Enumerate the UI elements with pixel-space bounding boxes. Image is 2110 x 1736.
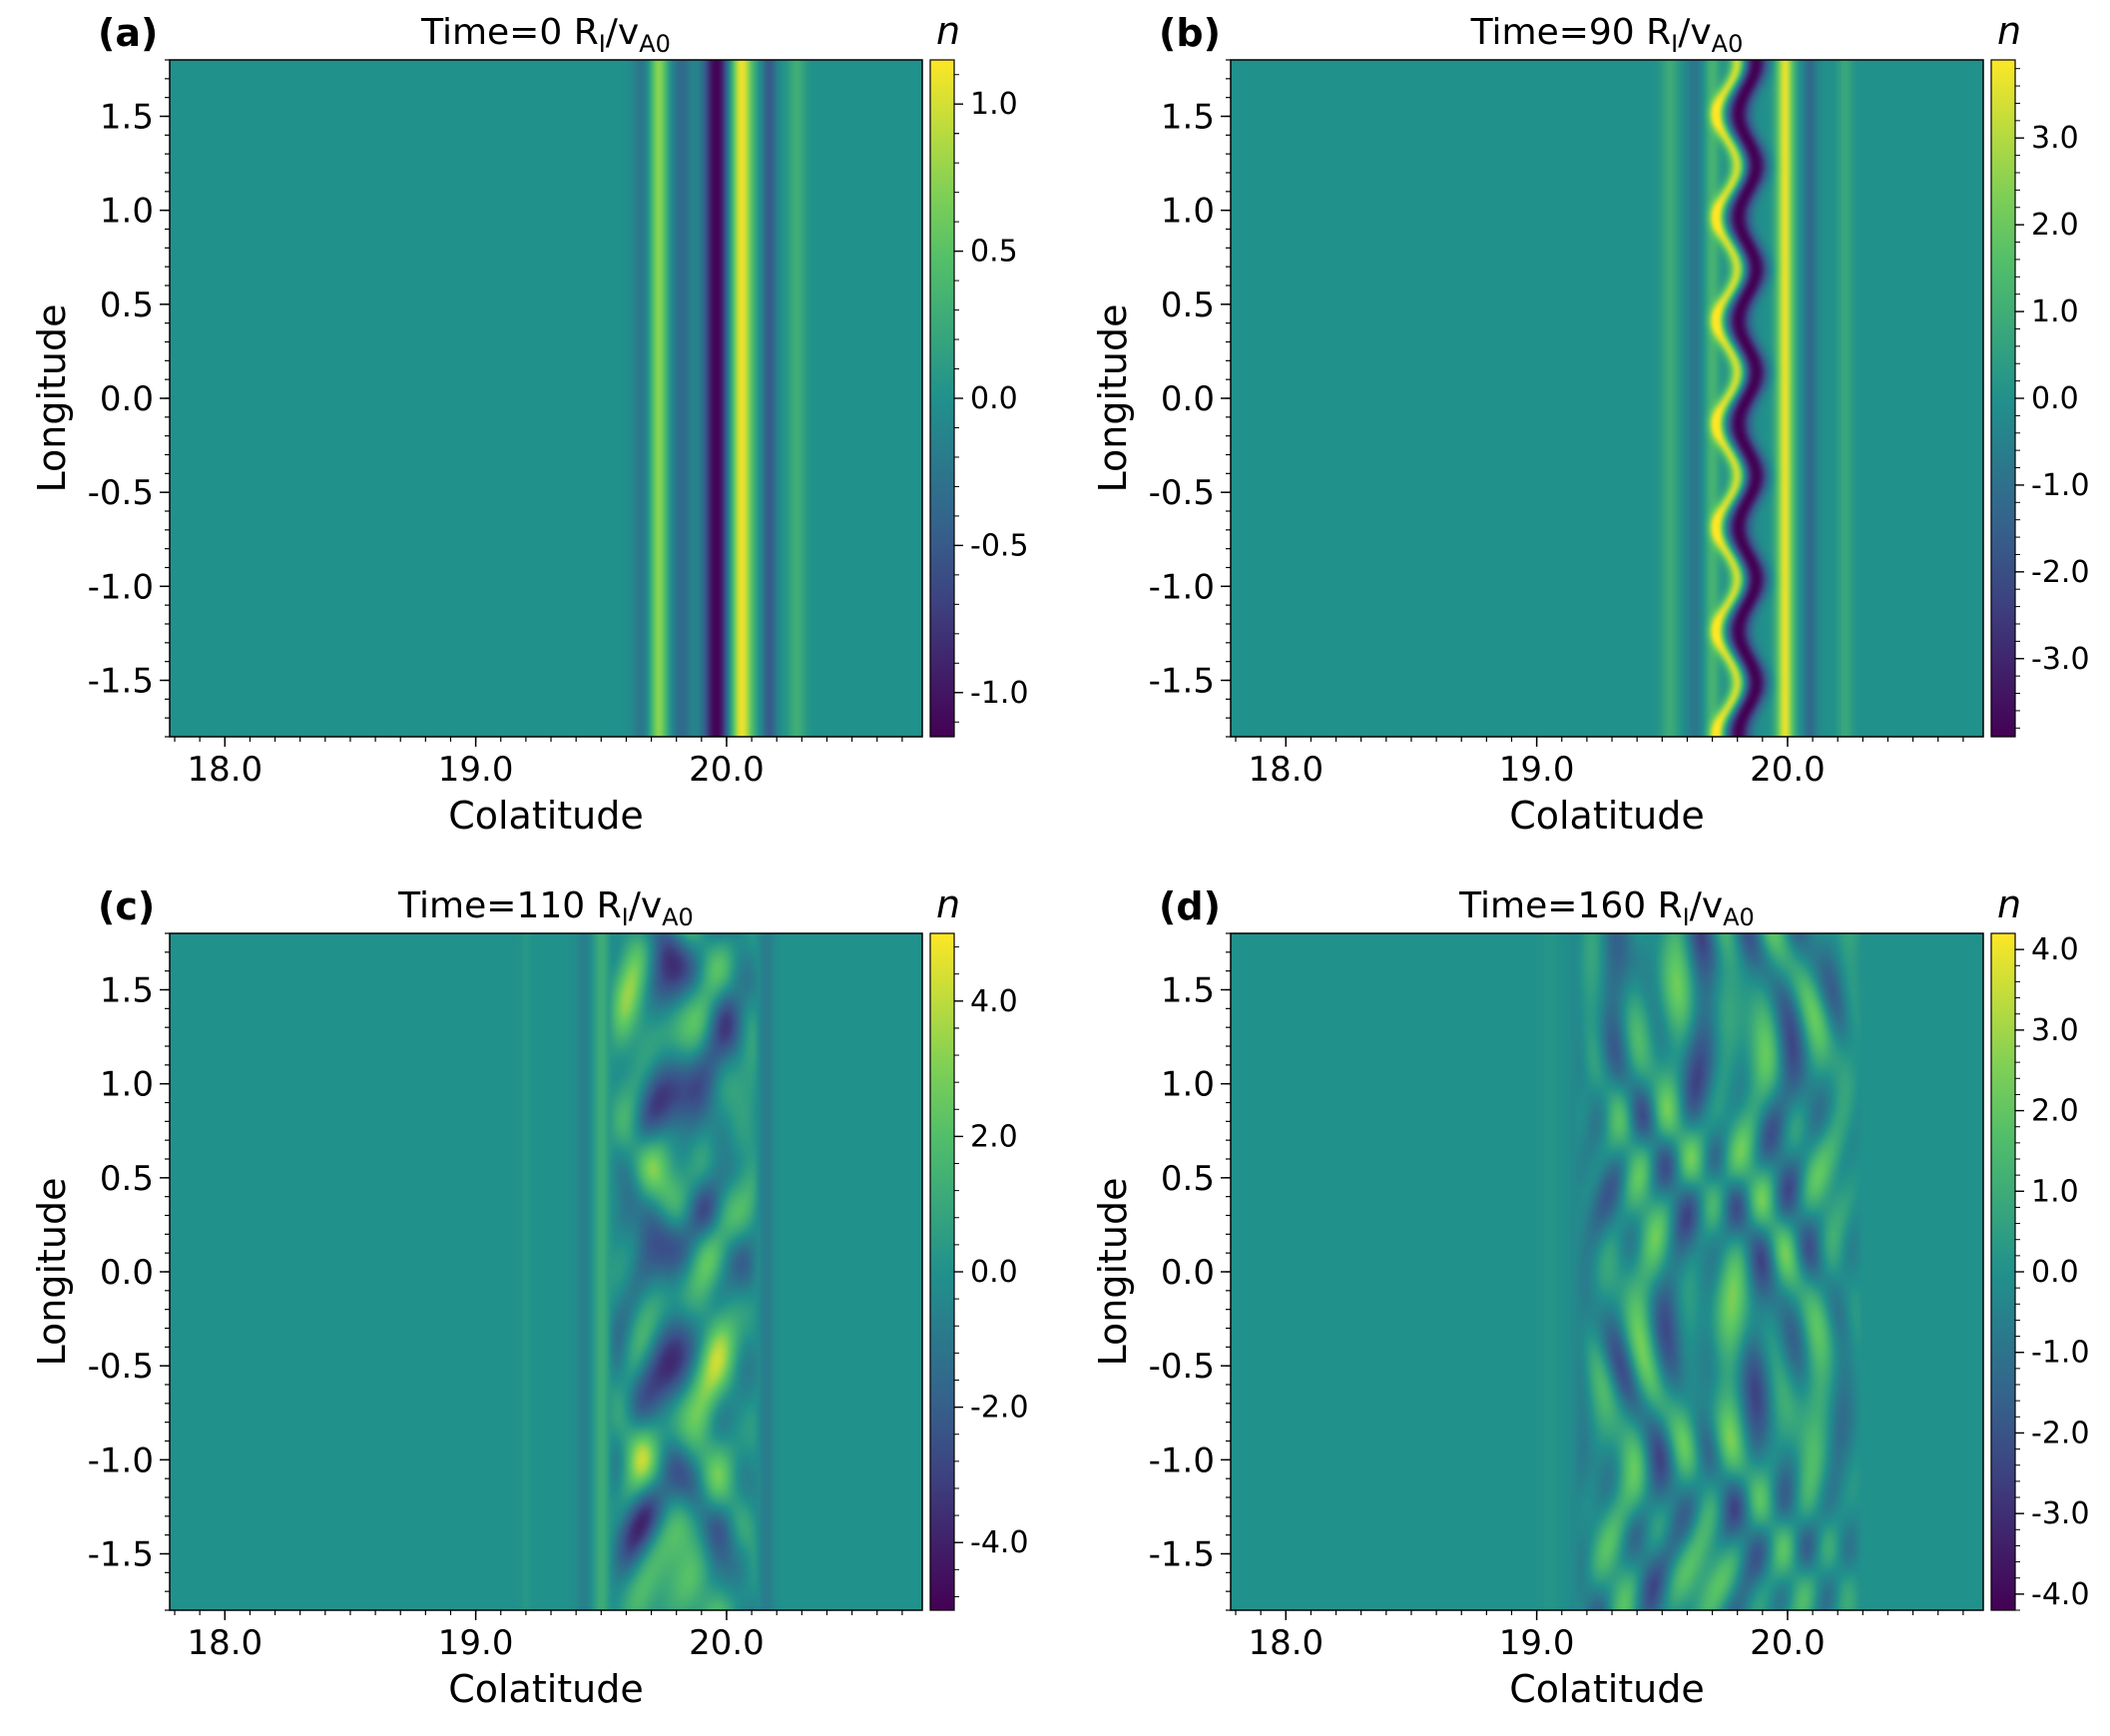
x-axis-label: Colatitude [1509, 1667, 1705, 1711]
x-tick-label: 20.0 [1750, 750, 1826, 790]
heatmap-image [1231, 60, 1983, 737]
colorbar-tick-label: 0.0 [970, 381, 1018, 416]
colorbar-tick-label: 0.0 [2031, 381, 2079, 416]
x-axis-label: Colatitude [1509, 794, 1705, 838]
colorbar-tick-label: -4.0 [2031, 1577, 2090, 1612]
colorbar-label: n [936, 9, 960, 53]
y-axis-label: Longitude [30, 304, 74, 493]
y-tick-label: 0.5 [100, 1159, 154, 1199]
colorbar-tick-label: -3.0 [2031, 1496, 2090, 1531]
panel-label: (b) [1159, 11, 1221, 55]
colorbar [1990, 59, 2016, 738]
colorbar-tick-label: 0.0 [2031, 1255, 2079, 1290]
colorbar-tick-label: 1.0 [2031, 1174, 2079, 1209]
y-tick-label: -1.5 [1149, 1535, 1215, 1575]
y-axis-label: Longitude [1091, 304, 1135, 493]
x-tick-label: 20.0 [1750, 1623, 1826, 1663]
colorbar-label: n [1997, 9, 2021, 53]
colorbar-tick-label: 2.0 [970, 1119, 1018, 1154]
y-tick-label: 0.0 [1161, 1253, 1215, 1293]
y-tick-label: 1.5 [1161, 971, 1215, 1011]
x-tick-label: 19.0 [1499, 1623, 1575, 1663]
y-tick-label: -0.5 [88, 1347, 154, 1387]
y-tick-label: 1.5 [1161, 98, 1215, 138]
heatmap-image [170, 60, 922, 737]
panel-d: 18.0 19.0 20.0 1.5 1.0 0.5 0.0 -0.5 -1.0 -1.5 Cola… [1091, 882, 2090, 1711]
panel-label: (c) [98, 884, 155, 928]
y-tick-label: 1.5 [100, 98, 154, 138]
y-tick-label: -0.5 [88, 473, 154, 513]
y-axis-label: Longitude [1091, 1178, 1135, 1367]
y-axis-label: Longitude [30, 1178, 74, 1367]
colorbar [1990, 932, 2016, 1611]
x-tick-label: 20.0 [689, 750, 765, 790]
colorbar-tick-label: 1.0 [970, 87, 1018, 122]
x-tick-label: 18.0 [187, 750, 263, 790]
panel-b: 18.0 19.0 20.0 1.5 1.0 0.5 0.0 -0.5 -1.0 -1.5 Cola… [1091, 9, 2090, 838]
y-tick-label: 1.0 [1161, 1065, 1215, 1105]
x-tick-label: 18.0 [1248, 750, 1323, 790]
colorbar-tick-label: -0.5 [970, 528, 1029, 563]
colorbar-tick-label: -2.0 [2031, 555, 2090, 590]
x-tick-label: 18.0 [1248, 1623, 1323, 1663]
panel-label: (d) [1159, 884, 1221, 928]
panel-title: Time=0 RI/vA0 [420, 12, 671, 58]
heatmap-image [170, 933, 922, 1610]
x-tick-label: 19.0 [438, 750, 514, 790]
y-tick-label: 1.5 [100, 971, 154, 1011]
x-tick-label: 18.0 [187, 1623, 263, 1663]
y-tick-label: 0.0 [1161, 379, 1215, 419]
y-tick-label: 1.0 [100, 1065, 154, 1105]
y-tick-label: 1.0 [1161, 192, 1215, 232]
y-tick-label: -0.5 [1149, 473, 1215, 513]
colorbar [929, 932, 955, 1611]
colorbar-tick-label: -2.0 [970, 1391, 1029, 1426]
y-tick-label: -1.0 [1149, 1441, 1215, 1480]
y-tick-label: 1.0 [100, 192, 154, 232]
colorbar-tick-label: -4.0 [970, 1525, 1029, 1560]
y-tick-label: 0.5 [100, 286, 154, 325]
x-axis-label: Colatitude [448, 1667, 644, 1711]
y-tick-label: -1.5 [88, 1535, 154, 1575]
colorbar-tick-label: 3.0 [2031, 121, 2079, 156]
panel-c: 18.0 19.0 20.0 1.5 1.0 0.5 0.0 -0.5 -1.0 -1.5 Cola… [30, 882, 1029, 1711]
y-tick-label: -1.5 [1149, 662, 1215, 702]
colorbar-tick-label: 4.0 [2031, 932, 2079, 967]
panel-title: Time=160 RI/vA0 [1458, 885, 1755, 931]
x-axis-label: Colatitude [448, 794, 644, 838]
colorbar-tick-label: 0.5 [970, 235, 1018, 270]
panel-title: Time=110 RI/vA0 [397, 885, 694, 931]
x-tick-label: 20.0 [689, 1623, 765, 1663]
colorbar-tick-label: -1.0 [970, 676, 1029, 711]
colorbar-label: n [936, 882, 960, 926]
colorbar-tick-label: 3.0 [2031, 1013, 2079, 1048]
panel-title: Time=90 RI/vA0 [1470, 12, 1744, 58]
colorbar-tick-label: -1.0 [2031, 468, 2090, 503]
panel-a: 18.0 19.0 20.0 1.5 1.0 0.5 0.0 -0.5 -1.0 -1.5 Cola… [30, 9, 1029, 838]
panel-label: (a) [98, 11, 158, 55]
y-tick-label: -1.0 [88, 1441, 154, 1480]
colorbar [929, 59, 955, 738]
y-tick-label: -1.5 [88, 662, 154, 702]
y-tick-label: 0.5 [1161, 1159, 1215, 1199]
x-tick-label: 19.0 [1499, 750, 1575, 790]
y-tick-label: -1.0 [1149, 567, 1215, 607]
colorbar-tick-label: -3.0 [2031, 642, 2090, 677]
y-tick-label: -0.5 [1149, 1347, 1215, 1387]
colorbar-tick-label: -2.0 [2031, 1416, 2090, 1450]
colorbar-tick-label: 2.0 [2031, 208, 2079, 243]
y-tick-label: 0.0 [100, 379, 154, 419]
heatmap-image [1231, 933, 1983, 1610]
y-tick-label: 0.5 [1161, 286, 1215, 325]
colorbar-label: n [1997, 882, 2021, 926]
colorbar-tick-label: 1.0 [2031, 294, 2079, 329]
x-tick-label: 19.0 [438, 1623, 514, 1663]
y-tick-label: 0.0 [100, 1253, 154, 1293]
y-tick-label: -1.0 [88, 567, 154, 607]
colorbar-tick-label: 0.0 [970, 1255, 1018, 1290]
colorbar-tick-label: 2.0 [2031, 1094, 2079, 1129]
colorbar-tick-label: 4.0 [970, 984, 1018, 1019]
colorbar-tick-label: -1.0 [2031, 1336, 2090, 1371]
